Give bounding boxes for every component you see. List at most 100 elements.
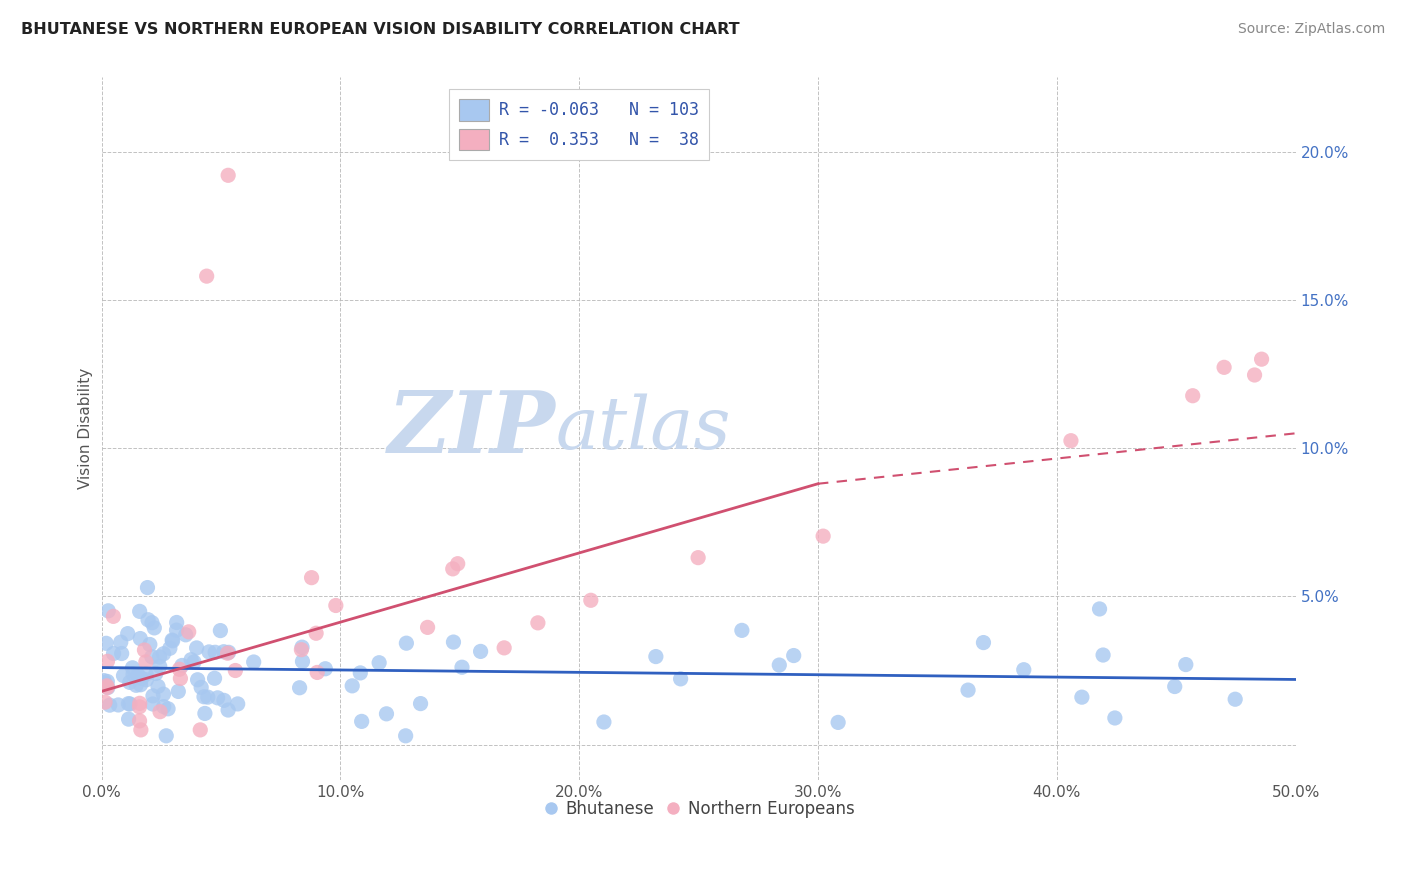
Point (1070, 690, 1092, 705)
Point (217, 646, 239, 660)
Point (111, 647, 134, 661)
Point (1174, 657, 1197, 672)
Legend: Bhutanese, Northern Europeans: Bhutanese, Northern Europeans (536, 793, 862, 825)
Point (94, 695, 117, 709)
Point (375, 706, 398, 721)
Point (128, 696, 150, 710)
Point (128, 699, 150, 714)
Point (811, 529, 834, 543)
Point (1250, 352, 1272, 367)
Point (117, 626, 139, 640)
Point (451, 660, 474, 674)
Point (314, 662, 336, 676)
Point (166, 615, 188, 630)
Point (349, 665, 371, 680)
Point (107, 698, 129, 712)
Point (957, 683, 980, 698)
Point (368, 656, 391, 670)
Point (1088, 602, 1111, 616)
Point (307, 665, 329, 680)
Point (152, 647, 174, 661)
Point (117, 697, 139, 711)
Point (97, 604, 120, 618)
Point (135, 673, 157, 687)
Point (141, 649, 163, 664)
Point (128, 604, 150, 618)
Point (288, 681, 311, 695)
Point (409, 697, 432, 711)
Point (149, 659, 172, 673)
Text: ZIP: ZIP (388, 387, 555, 471)
Point (212, 693, 235, 707)
Point (441, 562, 464, 576)
Point (157, 702, 180, 716)
Point (166, 623, 188, 637)
Point (290, 642, 312, 657)
Point (1243, 368, 1265, 382)
Point (110, 635, 132, 649)
Point (118, 675, 141, 690)
Point (195, 269, 218, 284)
Point (1012, 663, 1035, 677)
Point (197, 690, 219, 705)
Point (148, 649, 170, 664)
Point (93, 673, 115, 688)
Point (207, 690, 229, 705)
Point (1225, 692, 1247, 706)
Point (180, 653, 202, 667)
Y-axis label: Vision Disability: Vision Disability (79, 368, 93, 490)
Point (579, 593, 602, 607)
Point (972, 635, 994, 649)
Point (527, 615, 550, 630)
Point (183, 655, 205, 669)
Point (688, 550, 710, 565)
Point (174, 628, 197, 642)
Point (593, 714, 616, 729)
Point (827, 715, 849, 730)
Point (162, 633, 184, 648)
Point (1104, 711, 1126, 725)
Point (169, 662, 191, 676)
Point (212, 645, 235, 659)
Point (129, 632, 152, 646)
Point (340, 679, 363, 693)
Point (494, 640, 516, 655)
Point (1060, 434, 1083, 448)
Point (291, 655, 314, 669)
Point (131, 671, 153, 685)
Point (98, 698, 121, 713)
Text: BHUTANESE VS NORTHERN EUROPEAN VISION DISABILITY CORRELATION CHART: BHUTANESE VS NORTHERN EUROPEAN VISION DI… (21, 22, 740, 37)
Point (226, 697, 249, 711)
Point (242, 655, 264, 669)
Point (443, 635, 465, 649)
Point (325, 599, 347, 613)
Point (291, 640, 314, 655)
Point (118, 697, 141, 711)
Point (129, 723, 152, 737)
Point (128, 714, 150, 728)
Point (170, 658, 193, 673)
Point (204, 645, 226, 659)
Point (117, 712, 139, 726)
Point (217, 703, 239, 717)
Point (122, 667, 145, 681)
Point (669, 672, 692, 686)
Point (470, 644, 492, 658)
Text: Source: ZipAtlas.com: Source: ZipAtlas.com (1237, 22, 1385, 37)
Point (209, 624, 232, 638)
Point (447, 557, 470, 571)
Point (395, 636, 418, 650)
Point (103, 647, 125, 661)
Point (96, 674, 118, 689)
Point (141, 615, 163, 630)
Point (204, 671, 226, 685)
Point (129, 678, 152, 692)
Point (125, 678, 148, 692)
Point (1181, 389, 1204, 403)
Point (146, 679, 169, 693)
Point (395, 729, 418, 743)
Point (1092, 648, 1115, 662)
Point (350, 714, 373, 729)
Point (218, 645, 240, 659)
Point (112, 668, 135, 682)
